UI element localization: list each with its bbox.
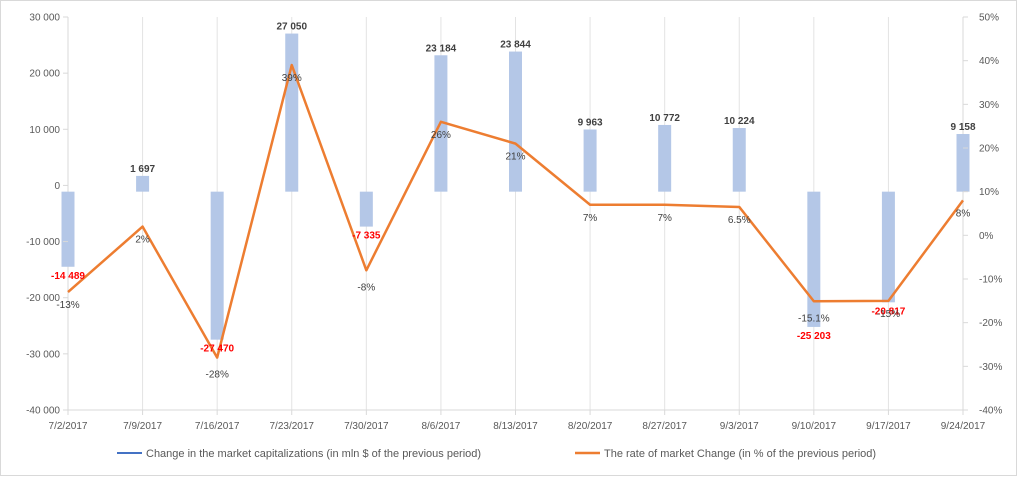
right-axis: -40% -30% -20% -10% 0% 10% 20% 30% 40% 50% bbox=[963, 13, 1002, 417]
legend-label-line: The rate of market Change (in % of the p… bbox=[604, 448, 876, 460]
line-data-label: -15% bbox=[877, 309, 900, 320]
left-tick-label: 10 000 bbox=[29, 125, 60, 136]
bar bbox=[509, 51, 522, 192]
left-tick-label: 0 bbox=[54, 181, 60, 192]
bar-data-label: 27 050 bbox=[276, 22, 307, 33]
line-series bbox=[67, 63, 965, 359]
bar bbox=[136, 175, 150, 192]
x-tick-label: 7/9/2017 bbox=[123, 421, 162, 432]
x-tick-label: 8/20/2017 bbox=[568, 421, 613, 432]
left-tick-label: -40 000 bbox=[26, 406, 60, 417]
line-data-label: 39% bbox=[282, 73, 302, 84]
bar bbox=[881, 191, 895, 303]
right-tick-label: 0% bbox=[979, 231, 994, 242]
bar-data-labels: -14 489 1 697 -27 470 27 050 -7 335 23 184 23 … bbox=[51, 22, 976, 355]
bar-data-label: -25 203 bbox=[797, 331, 831, 342]
line-data-label: 6.5% bbox=[728, 215, 751, 226]
line-data-label: 26% bbox=[431, 130, 451, 141]
bar bbox=[210, 191, 224, 340]
line-data-label: -28% bbox=[205, 370, 228, 381]
right-tick-label: -40% bbox=[979, 406, 1002, 417]
right-tick-label: 10% bbox=[979, 187, 999, 198]
right-tick-label: -20% bbox=[979, 318, 1002, 329]
right-tick-label: -10% bbox=[979, 275, 1002, 286]
x-axis: 7/2/2017 7/9/2017 7/16/2017 7/23/2017 7/30/2… bbox=[49, 410, 986, 432]
line-path bbox=[67, 63, 965, 359]
bar bbox=[583, 129, 597, 192]
x-tick-label: 7/2/2017 bbox=[49, 421, 88, 432]
line-data-label: 7% bbox=[657, 213, 672, 224]
right-tick-label: 40% bbox=[979, 56, 999, 67]
bar-data-label: 10 772 bbox=[649, 113, 680, 124]
line-data-label: -13% bbox=[56, 300, 79, 311]
bar-data-label: -7 335 bbox=[352, 231, 381, 242]
bar bbox=[807, 191, 821, 327]
x-tick-label: 8/27/2017 bbox=[642, 421, 687, 432]
right-tick-label: 20% bbox=[979, 144, 999, 155]
bar-data-label: 1 697 bbox=[130, 164, 155, 175]
x-tick-label: 9/10/2017 bbox=[792, 421, 837, 432]
bar bbox=[285, 33, 299, 192]
x-tick-label: 7/23/2017 bbox=[270, 421, 315, 432]
line-data-label: 21% bbox=[505, 152, 525, 163]
line-data-label: 8% bbox=[956, 208, 971, 219]
bar-data-label: 23 844 bbox=[500, 40, 531, 51]
left-tick-label: -20 000 bbox=[26, 293, 60, 304]
x-tick-label: 9/17/2017 bbox=[866, 421, 911, 432]
x-tick-label: 9/24/2017 bbox=[941, 421, 986, 432]
bar-data-label: -14 489 bbox=[51, 271, 85, 282]
bar bbox=[956, 134, 970, 192]
bar-data-label: 9 963 bbox=[578, 117, 603, 128]
left-tick-label: 20 000 bbox=[29, 69, 60, 80]
bar bbox=[732, 128, 746, 192]
right-tick-label: -30% bbox=[979, 362, 1002, 373]
legend: Change in the market capitalizations (in… bbox=[117, 448, 876, 460]
x-tick-label: 8/6/2017 bbox=[421, 421, 460, 432]
bar bbox=[61, 191, 75, 267]
right-tick-label: 30% bbox=[979, 100, 999, 111]
right-tick-label: 50% bbox=[979, 13, 999, 24]
bar bbox=[658, 124, 672, 192]
line-data-label: 2% bbox=[135, 235, 150, 246]
line-data-label: 7% bbox=[583, 213, 598, 224]
x-tick-label: 7/16/2017 bbox=[195, 421, 240, 432]
line-data-label: -15.1% bbox=[798, 313, 830, 324]
bar-data-label: -27 470 bbox=[200, 344, 234, 355]
left-tick-label: 30 000 bbox=[29, 13, 60, 24]
bar-data-label: 10 224 bbox=[724, 116, 755, 127]
line-data-labels: -13% 2% -28% 39% -8% 26% 21% 7% 7% 6.5% -15.1% -15%… bbox=[56, 73, 970, 381]
bar-data-label: 23 184 bbox=[426, 43, 457, 54]
bar bbox=[359, 191, 373, 227]
x-tick-label: 7/30/2017 bbox=[344, 421, 389, 432]
left-tick-label: -10 000 bbox=[26, 237, 60, 248]
left-tick-label: -30 000 bbox=[26, 349, 60, 360]
x-tick-label: 9/3/2017 bbox=[720, 421, 759, 432]
left-axis: -40 000 -30 000 -20 000 -10 000 0 10 000 20 00… bbox=[26, 13, 68, 417]
x-tick-label: 8/13/2017 bbox=[493, 421, 538, 432]
line-data-label: -8% bbox=[357, 282, 375, 293]
bar-data-label: 9 158 bbox=[950, 122, 975, 133]
legend-label-bars: Change in the market capitalizations (in… bbox=[146, 448, 481, 460]
bar-data-label: -20 817 bbox=[871, 306, 905, 317]
